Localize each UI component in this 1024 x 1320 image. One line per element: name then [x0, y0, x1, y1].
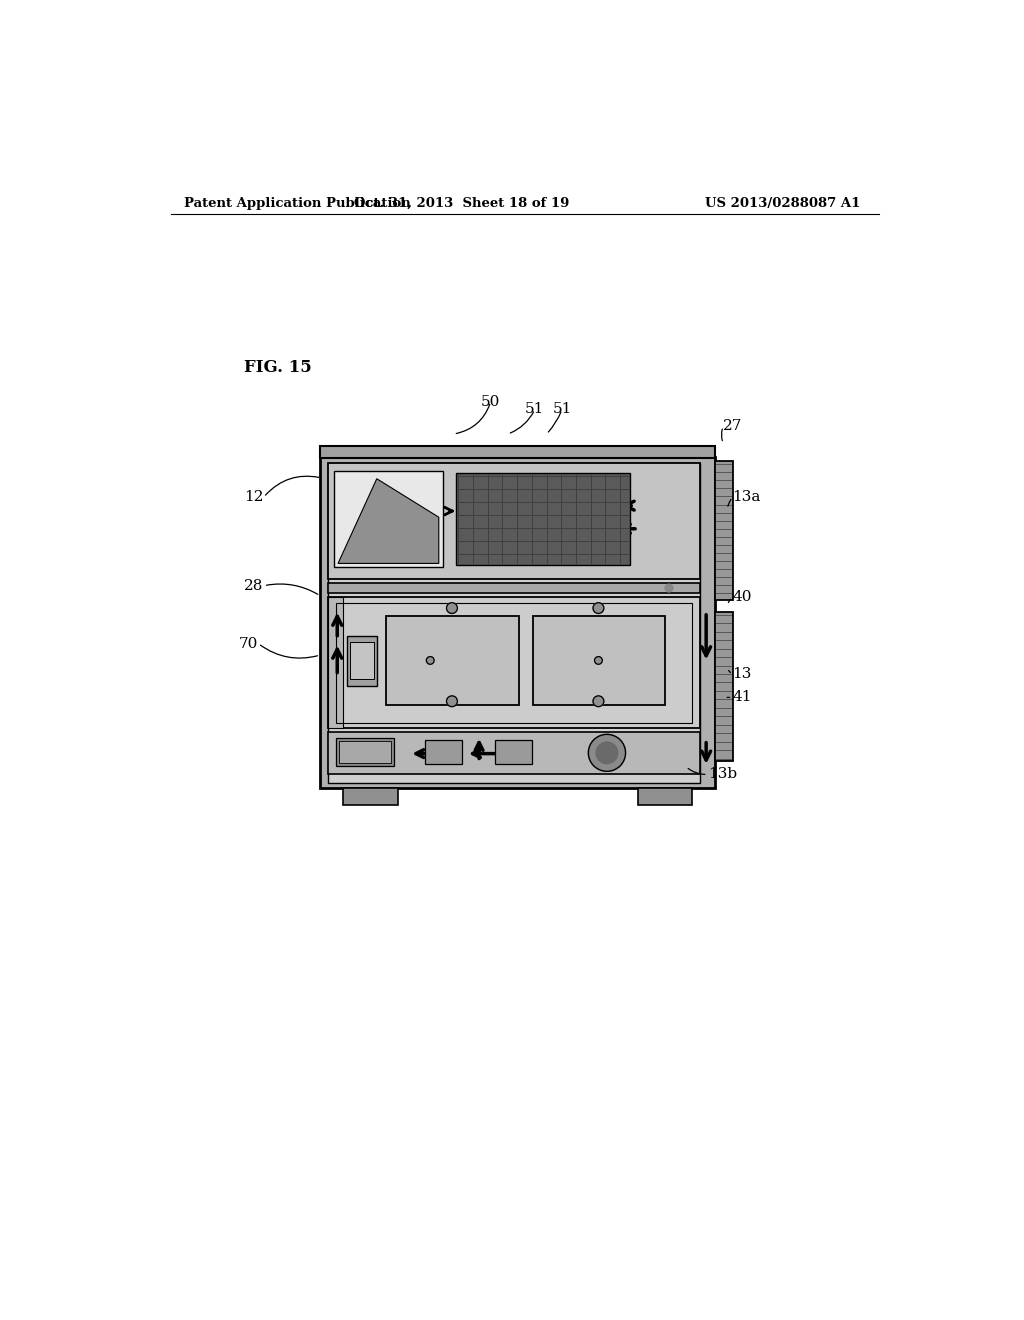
Bar: [343, 788, 397, 805]
Circle shape: [593, 603, 604, 614]
Bar: [328, 463, 700, 578]
Bar: [716, 611, 732, 760]
Circle shape: [595, 656, 602, 664]
Circle shape: [426, 656, 434, 664]
Text: 41: 41: [732, 690, 752, 705]
Text: 13: 13: [732, 668, 752, 681]
Bar: [347, 636, 377, 686]
Bar: [425, 739, 462, 764]
Text: 13b: 13b: [708, 767, 737, 781]
Bar: [336, 603, 692, 723]
Bar: [321, 446, 716, 458]
Circle shape: [593, 696, 604, 706]
Text: US 2013/0288087 A1: US 2013/0288087 A1: [705, 197, 860, 210]
Bar: [456, 473, 630, 565]
Text: 27: 27: [723, 420, 742, 433]
Text: 12: 12: [244, 490, 263, 504]
Circle shape: [446, 696, 458, 706]
Bar: [638, 788, 692, 805]
Bar: [328, 597, 343, 729]
Text: Oct. 31, 2013  Sheet 18 of 19: Oct. 31, 2013 Sheet 18 of 19: [353, 197, 569, 210]
Bar: [328, 733, 700, 775]
Bar: [328, 463, 700, 783]
Text: 28: 28: [245, 578, 263, 593]
Bar: [328, 582, 700, 594]
Text: 70: 70: [239, 636, 258, 651]
Bar: [386, 615, 518, 705]
Bar: [334, 471, 442, 568]
Bar: [532, 615, 665, 705]
Bar: [350, 643, 374, 680]
Text: 51: 51: [552, 403, 571, 416]
Text: 13a: 13a: [732, 490, 761, 504]
Bar: [339, 742, 391, 763]
Circle shape: [446, 603, 458, 614]
Text: 50: 50: [481, 395, 501, 409]
Circle shape: [589, 734, 626, 771]
Circle shape: [665, 585, 673, 591]
Polygon shape: [338, 479, 438, 564]
Text: FIG. 15: FIG. 15: [245, 359, 312, 376]
Text: 51: 51: [525, 403, 545, 416]
Bar: [716, 461, 732, 601]
Text: 40: 40: [732, 590, 752, 605]
Bar: [495, 739, 531, 764]
Bar: [321, 457, 716, 788]
Circle shape: [596, 742, 617, 763]
Text: Patent Application Publication: Patent Application Publication: [183, 197, 411, 210]
Bar: [328, 597, 700, 729]
Bar: [336, 738, 394, 766]
